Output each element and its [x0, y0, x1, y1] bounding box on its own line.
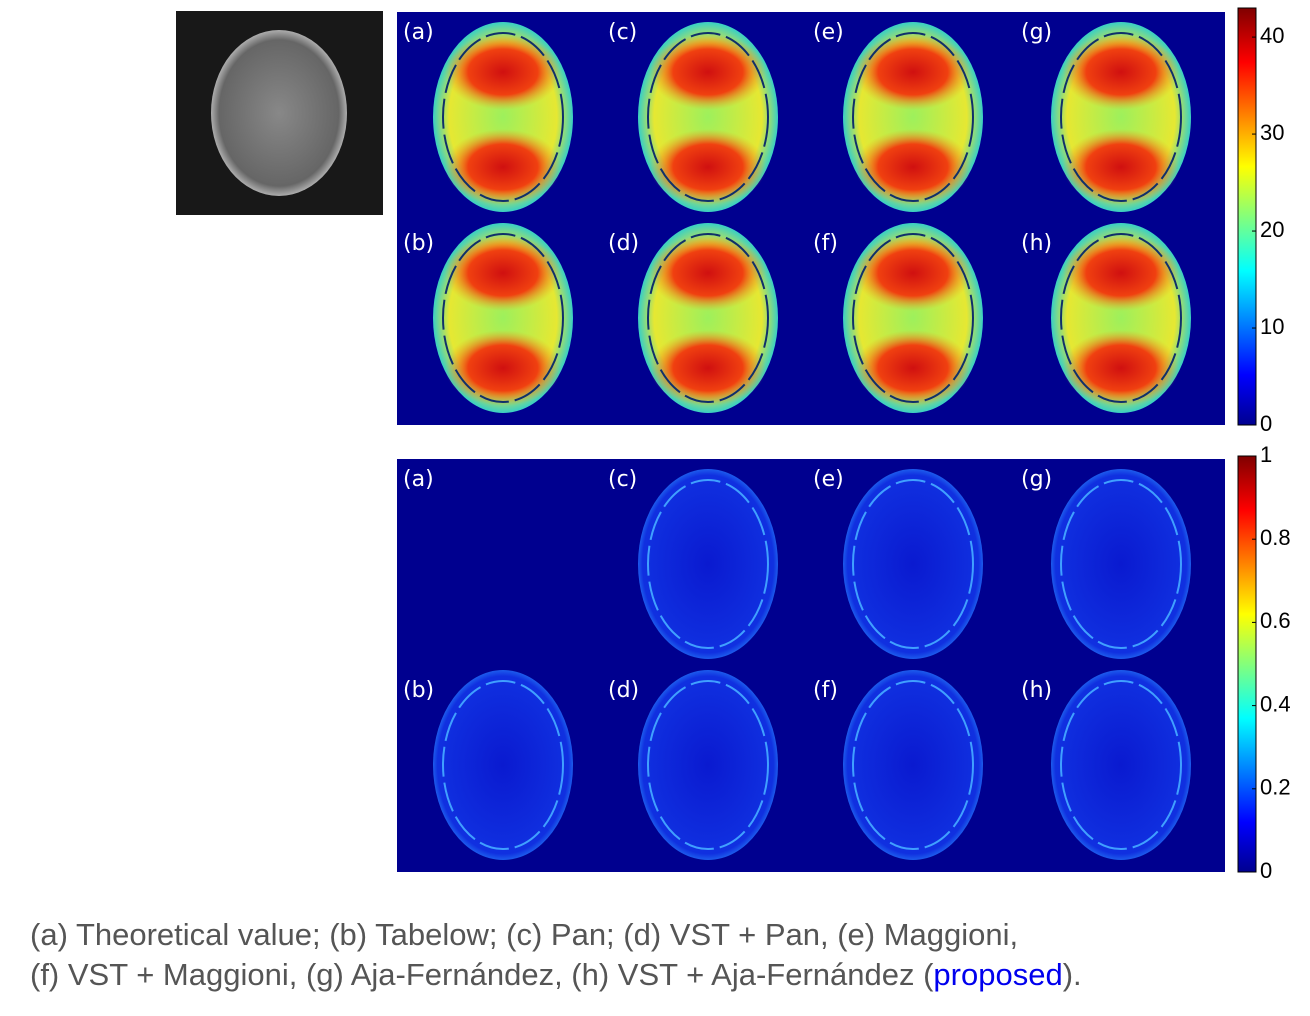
skull-ring [442, 32, 564, 202]
panel-label: (a) [403, 20, 434, 45]
panel-label: (c) [608, 467, 637, 492]
hot-region [445, 34, 561, 110]
colorbar-tick-label: 0.6 [1260, 608, 1291, 633]
skull-ring [1060, 32, 1182, 202]
panel-label: (g) [1021, 467, 1052, 492]
mri-head [211, 30, 347, 196]
skull-ring [852, 479, 974, 649]
top-colorbar [1237, 7, 1257, 426]
colorbar-tick-label: 0 [1260, 411, 1272, 436]
head-map [843, 670, 983, 860]
hot-region [445, 235, 561, 311]
hot-region [650, 235, 766, 311]
colorbar-tick-label: 0.2 [1260, 775, 1291, 800]
panel-label: (d) [608, 678, 639, 703]
panel-label: (a) [403, 467, 434, 492]
hot-region [650, 34, 766, 110]
head-map [433, 670, 573, 860]
hot-region [1063, 129, 1179, 205]
hot-region [855, 34, 971, 110]
hot-region [445, 330, 561, 406]
skull-ring [1060, 479, 1182, 649]
skull-ring [852, 233, 974, 403]
colorbar-tick-label: 10 [1260, 314, 1284, 339]
colorbar-tick-label: 0.8 [1260, 525, 1291, 550]
colorbar-tick-label: 0 [1260, 858, 1272, 883]
caption-line: (f) VST + Maggioni, (g) Aja-Fernández, (… [30, 957, 1082, 992]
panel-label: (h) [1021, 231, 1052, 256]
colorbar-tick-label: 20 [1260, 217, 1284, 242]
skull-ring [647, 233, 769, 403]
head-map [638, 670, 778, 860]
skull-ring [1060, 233, 1182, 403]
head-map [1051, 670, 1191, 860]
skull-ring [647, 479, 769, 649]
skull-ring [442, 233, 564, 403]
caption-highlight: proposed [933, 957, 1062, 992]
head-map [843, 469, 983, 659]
hot-region [1063, 34, 1179, 110]
colorbar-tick-label: 1 [1260, 442, 1272, 467]
skull-ring [442, 680, 564, 850]
hot-region [855, 235, 971, 311]
panel-label: (b) [403, 231, 434, 256]
panel-label: (d) [608, 231, 639, 256]
bottom-colorbar [1237, 455, 1257, 873]
colorbar-tick-label: 30 [1260, 120, 1284, 145]
head-map [1051, 469, 1191, 659]
panel-label: (f) [813, 678, 838, 703]
hot-region [650, 330, 766, 406]
colorbar-tick-label: 40 [1260, 23, 1284, 48]
skull-ring [647, 680, 769, 850]
hot-region [855, 129, 971, 205]
panel-label: (g) [1021, 20, 1052, 45]
panel-label: (c) [608, 20, 637, 45]
skull-ring [852, 680, 974, 850]
hot-region [855, 330, 971, 406]
caption-text: (f) VST + Maggioni, (g) Aja-Fernández, (… [30, 957, 934, 992]
skull-ring [647, 32, 769, 202]
head-map [638, 469, 778, 659]
panel-label: (f) [813, 231, 838, 256]
panel-label: (h) [1021, 678, 1052, 703]
skull-ring [1060, 680, 1182, 850]
hot-region [1063, 235, 1179, 311]
panel-label: (b) [403, 678, 434, 703]
caption-text: ). [1063, 957, 1082, 992]
panel-label: (e) [813, 20, 844, 45]
skull-ring [852, 32, 974, 202]
panel-label: (e) [813, 467, 844, 492]
caption-line: (a) Theoretical value; (b) Tabelow; (c) … [30, 917, 1018, 952]
colorbar-tick-label: 0.4 [1260, 691, 1291, 716]
hot-region [1063, 330, 1179, 406]
hot-region [650, 129, 766, 205]
hot-region [445, 129, 561, 205]
